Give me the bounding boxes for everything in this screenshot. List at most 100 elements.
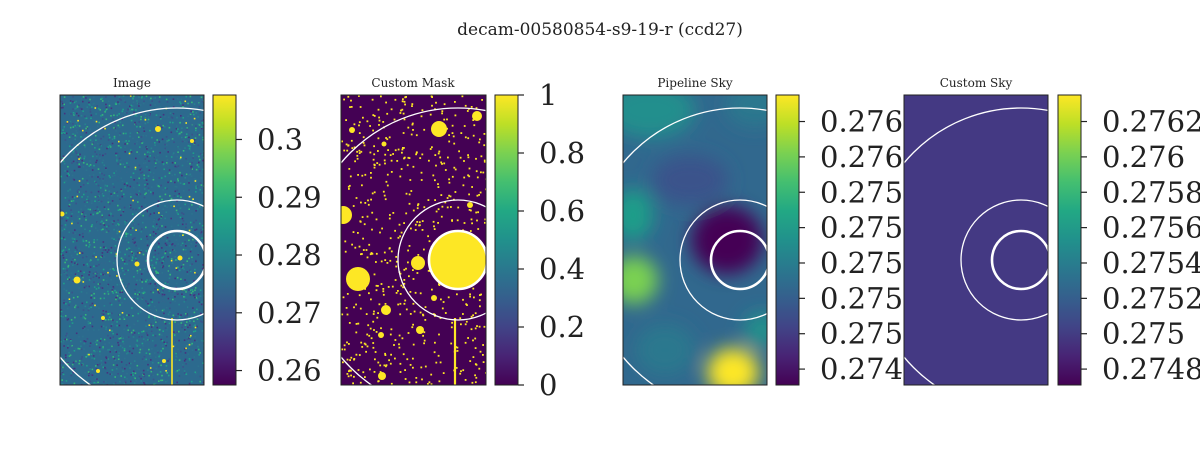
noise-pixel [185, 281, 188, 284]
noise-pixel [68, 145, 71, 148]
noise-pixel [127, 297, 129, 300]
outer-circle [341, 107, 486, 385]
noise-pixel [178, 303, 180, 306]
noise-pixel [76, 197, 79, 199]
mask-speckle [368, 292, 370, 295]
noise-pixel [136, 340, 139, 342]
noise-pixel [120, 214, 122, 217]
noise-pixel [157, 185, 159, 187]
noise-pixel [69, 346, 72, 348]
noise-pixel [154, 249, 156, 252]
mask-speckle [416, 221, 419, 223]
noise-pixel [71, 174, 74, 177]
noise-pixel [151, 340, 154, 342]
mask-speckle [479, 191, 482, 194]
noise-pixel [152, 193, 154, 196]
noise-pixel [135, 257, 137, 260]
noise-pixel [142, 270, 144, 273]
masked-source [467, 202, 473, 208]
noise-pixel [152, 324, 154, 327]
noise-pixel [188, 182, 190, 184]
mask-speckle [405, 267, 407, 270]
noise-pixel [170, 169, 173, 172]
noise-pixel [145, 283, 147, 286]
noise-pixel [153, 256, 155, 258]
noise-pixel [127, 167, 130, 170]
noise-pixel [128, 283, 130, 285]
noise-pixel [96, 350, 99, 353]
noise-pixel [123, 347, 126, 350]
noise-pixel [182, 139, 185, 141]
noise-pixel [79, 166, 81, 168]
noise-pixel [190, 166, 192, 168]
mask-frame [340, 94, 487, 386]
noise-pixel [143, 162, 145, 165]
masked-source [378, 332, 384, 338]
noise-pixel [154, 316, 156, 319]
noise-pixel [193, 294, 196, 296]
noise-pixel [80, 345, 82, 348]
noise-pixel [95, 120, 98, 123]
noise-pixel [86, 201, 88, 203]
mask-speckle [430, 383, 433, 385]
noise-pixel [136, 115, 138, 117]
noise-pixel [190, 228, 192, 231]
noise-pixel [65, 180, 67, 183]
noise-pixel [196, 308, 198, 311]
noise-pixel [154, 253, 157, 256]
noise-pixel [175, 355, 178, 358]
noise-pixel [102, 179, 104, 182]
noise-pixel [130, 196, 132, 198]
noise-pixel [128, 362, 131, 365]
noise-pixel [83, 328, 85, 331]
noise-pixel [201, 224, 204, 227]
mask-speckle [373, 115, 376, 117]
mask-speckle [395, 265, 398, 268]
colorbar-tick-label: 0.26 [257, 354, 322, 388]
noise-pixel [99, 109, 101, 111]
noise-pixel [181, 329, 183, 331]
noise-pixel [74, 105, 76, 107]
noise-pixel [71, 171, 73, 173]
noise-pixel [153, 218, 156, 221]
noise-pixel [61, 370, 64, 373]
noise-pixel [113, 195, 116, 198]
noise-pixel [198, 200, 201, 202]
noise-pixel [82, 281, 85, 283]
noise-pixel [102, 228, 104, 231]
masked-source [381, 305, 391, 315]
noise-pixel [134, 277, 136, 279]
noise-pixel [160, 184, 162, 187]
noise-pixel [176, 276, 179, 279]
mask-speckle [412, 278, 415, 280]
noise-pixel [101, 272, 104, 274]
mask-speckle [482, 361, 485, 363]
noise-pixel [83, 276, 86, 278]
noise-pixel [67, 347, 69, 349]
noise-pixel [76, 112, 78, 115]
noise-pixel [178, 204, 180, 206]
mask-speckle [467, 174, 469, 177]
noise-pixel [166, 187, 168, 190]
mask-speckle [375, 261, 377, 263]
noise-pixel [160, 117, 162, 120]
noise-pixel [74, 247, 77, 249]
noise-pixel [151, 361, 154, 364]
noise-pixel [94, 200, 96, 202]
noise-pixel [176, 156, 178, 158]
noise-pixel [158, 329, 161, 331]
noise-pixel [82, 335, 84, 338]
noise-pixel [200, 232, 202, 235]
noise-pixel [103, 186, 106, 188]
noise-pixel [139, 236, 142, 238]
mask-speckle [360, 341, 363, 344]
mask-speckle [446, 197, 449, 199]
mask-speckle [380, 327, 382, 330]
noise-pixel [95, 359, 97, 361]
noise-pixel [162, 265, 165, 267]
noise-pixel [145, 325, 147, 327]
noise-pixel [86, 379, 89, 381]
noise-pixel [150, 326, 153, 328]
noise-pixel [131, 252, 134, 254]
mask-speckle [348, 369, 351, 372]
